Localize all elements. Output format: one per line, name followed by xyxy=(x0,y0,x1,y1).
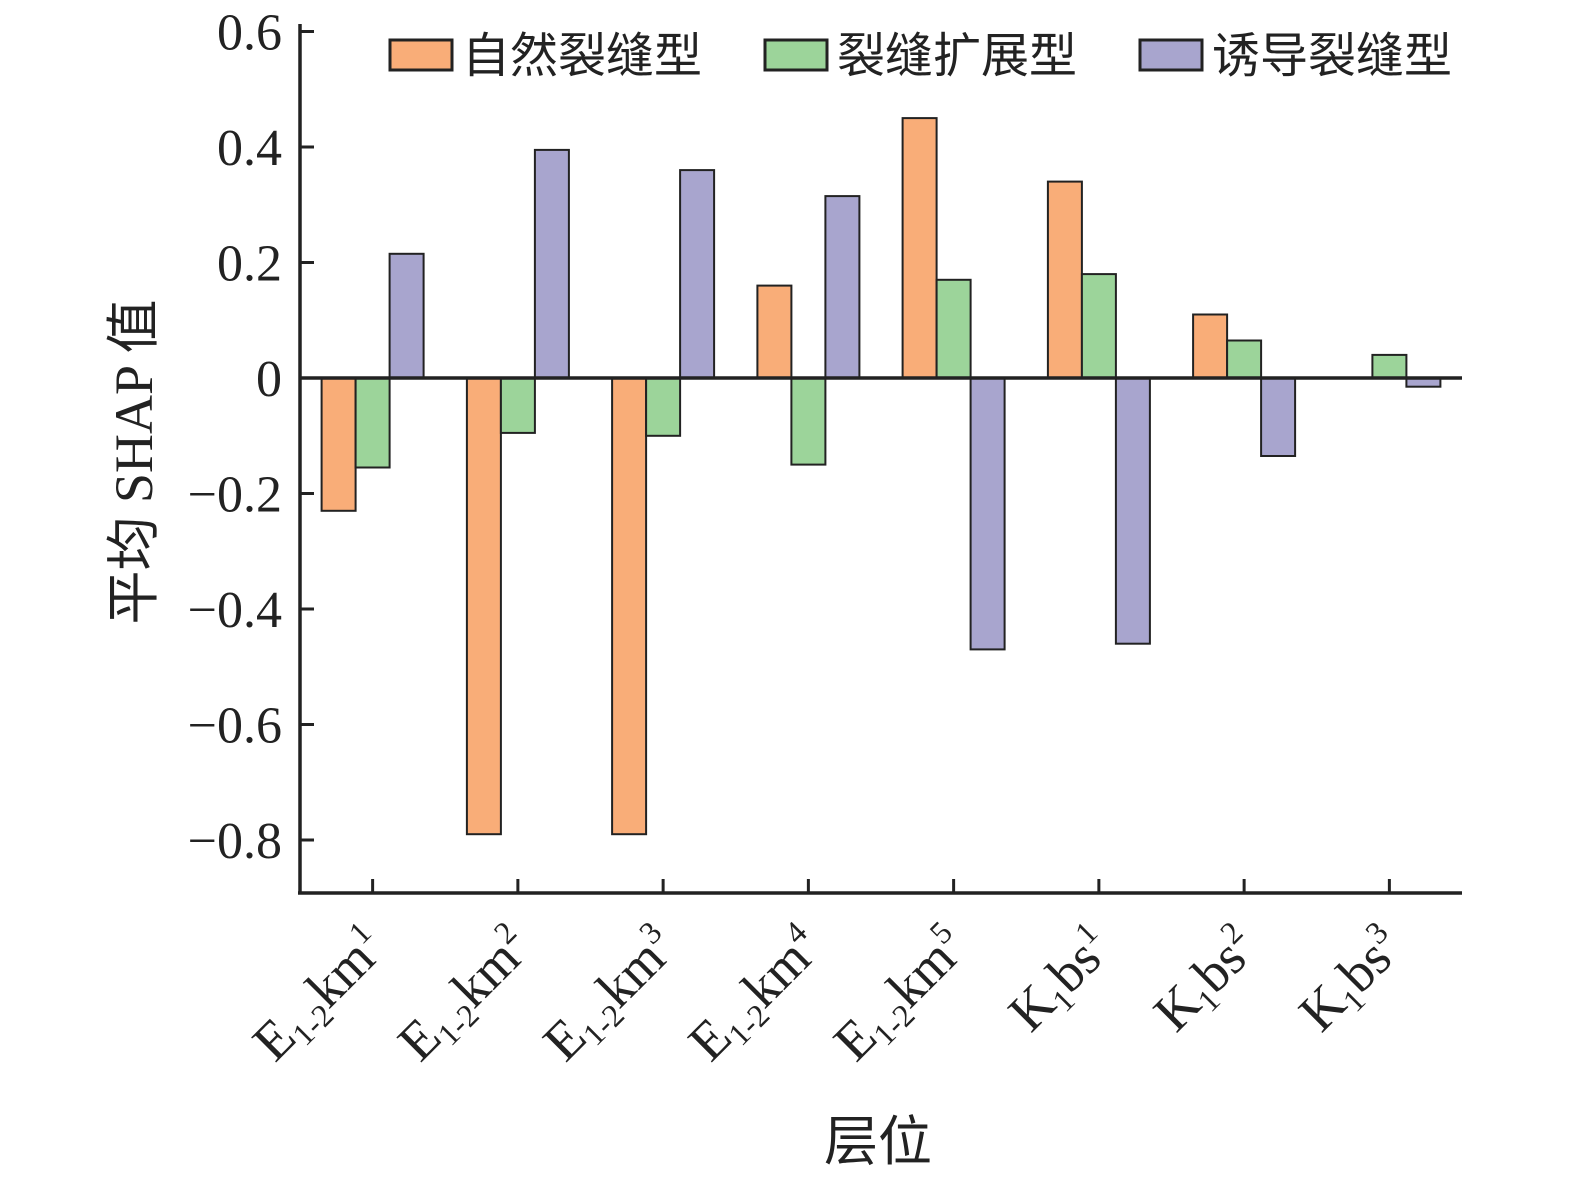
y-tick-label: 0.4 xyxy=(217,120,282,177)
legend-label-1: 自然裂缝型 xyxy=(462,30,702,83)
y-tick-label: 0.2 xyxy=(217,236,282,293)
legend-label-2: 裂缝扩展型 xyxy=(837,30,1077,83)
x-tick-label: E1-2km4 xyxy=(675,914,837,1076)
legend-swatch-3 xyxy=(1138,38,1204,72)
bar-3-K1bs1 xyxy=(1114,377,1151,645)
bars-layer xyxy=(320,117,1442,836)
y-tick-label: −0.6 xyxy=(188,698,282,755)
bar-1-E1-2km3 xyxy=(611,377,648,836)
x-tick-label: E1-2km5 xyxy=(820,914,982,1076)
bar-3-E1-2km5 xyxy=(969,377,1006,651)
bar-2-E1-2km4 xyxy=(790,377,827,466)
legend: 自然裂缝型 裂缝扩展型 诱导裂缝型 xyxy=(388,30,1452,83)
x-tick-label: E1-2km3 xyxy=(529,914,691,1076)
bar-3-K1bs2 xyxy=(1260,377,1297,457)
bar-2-K1bs1 xyxy=(1080,273,1117,380)
y-tick-label: 0 xyxy=(256,351,282,408)
bar-3-E1-2km2 xyxy=(533,148,570,379)
y-tick-label: −0.2 xyxy=(188,467,282,524)
x-tick-label: E1-2km2 xyxy=(384,914,546,1076)
x-axis-title: 层位 xyxy=(824,1112,932,1172)
bar-2-K1bs3 xyxy=(1371,353,1408,379)
bar-3-E1-2km1 xyxy=(388,252,425,379)
bar-3-E1-2km4 xyxy=(824,195,861,379)
bar-1-E1-2km4 xyxy=(756,284,793,380)
y-tick-label: 0.6 xyxy=(217,5,282,62)
bar-2-E1-2km5 xyxy=(935,278,972,379)
bar-2-E1-2km3 xyxy=(645,377,682,437)
bar-2-K1bs2 xyxy=(1226,339,1263,379)
legend-swatch-1 xyxy=(388,38,454,72)
x-tick-label: K1bs2 xyxy=(1140,914,1272,1046)
bar-3-E1-2km3 xyxy=(679,169,716,379)
y-axis-title: 平均 SHAP 值 xyxy=(104,299,164,624)
bar-1-E1-2km2 xyxy=(465,377,502,836)
bar-2-E1-2km2 xyxy=(499,377,536,434)
axes-layer: 0.6 0.4 0.2 0 −0.2 −0.4 −0.6 −0.8 xyxy=(188,5,1462,895)
bar-1-E1-2km1 xyxy=(320,377,357,512)
y-tick-label: −0.4 xyxy=(188,582,282,639)
bar-2-E1-2km1 xyxy=(354,377,391,469)
x-tick-label: E1-2km1 xyxy=(239,914,401,1076)
x-tick-label: K1bs1 xyxy=(995,914,1127,1046)
legend-label-3: 诱导裂缝型 xyxy=(1212,30,1452,83)
bar-1-K1bs1 xyxy=(1046,180,1083,379)
legend-swatch-2 xyxy=(763,38,829,72)
y-tick-label: −0.8 xyxy=(188,813,282,870)
bar-1-E1-2km5 xyxy=(901,117,938,379)
x-tick-label: K1bs3 xyxy=(1285,914,1417,1046)
bar-1-K1bs2 xyxy=(1192,313,1229,379)
